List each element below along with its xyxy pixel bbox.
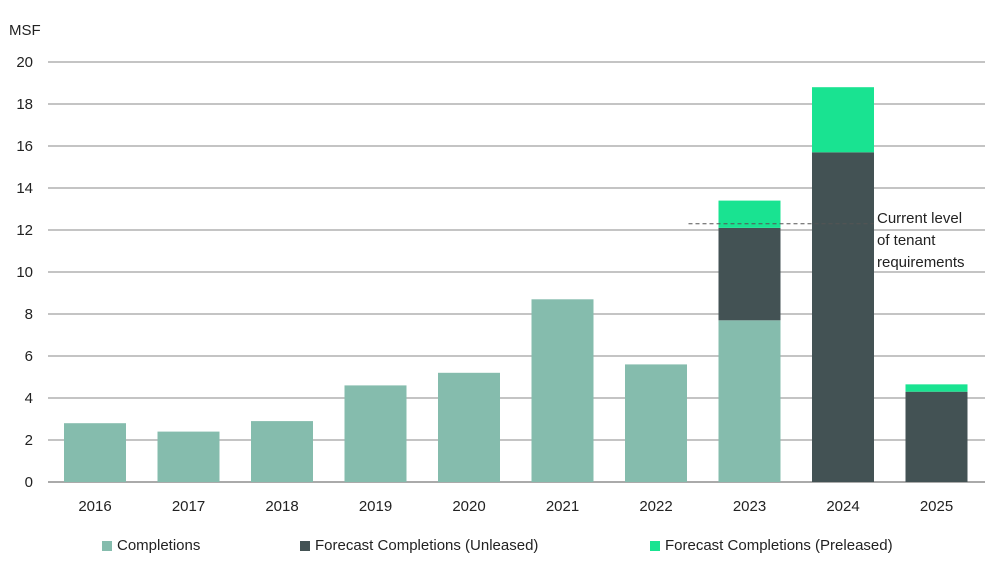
legend: Completions Forecast Completions (Unleas… <box>0 537 1000 557</box>
bar-2018-series-0 <box>251 421 313 482</box>
bar-2017-series-0 <box>157 431 220 482</box>
bar-2024-series-2 <box>812 87 874 153</box>
bar-2021-series-0 <box>531 299 594 482</box>
annotation-line-1: Current level <box>877 210 963 227</box>
y-tick-label-4: 4 <box>25 390 33 407</box>
legend-item-preleased: Forecast Completions (Preleased) <box>650 537 893 554</box>
bar-2023-series-0 <box>718 320 781 482</box>
y-tick-label-8: 8 <box>25 306 33 323</box>
bar-2023-series-1 <box>718 227 781 321</box>
y-tick-label-10: 10 <box>16 264 33 281</box>
x-tick-label-2025: 2025 <box>920 498 953 515</box>
bar-2025-series-2 <box>905 384 968 392</box>
y-tick-label-6: 6 <box>25 348 33 365</box>
bar-2020-series-0 <box>438 372 500 482</box>
y-tick-label-16: 16 <box>16 138 33 155</box>
x-tick-label-2017: 2017 <box>172 498 205 515</box>
legend-label-preleased: Forecast Completions (Preleased) <box>665 537 893 554</box>
legend-label-unleased: Forecast Completions (Unleased) <box>315 537 539 554</box>
bar-2023-series-2 <box>718 200 781 228</box>
legend-item-completions: Completions <box>102 537 200 554</box>
bar-2016-series-0 <box>64 423 126 482</box>
x-tick-label-2018: 2018 <box>265 498 298 515</box>
x-tick-label-2019: 2019 <box>359 498 392 515</box>
bar-2025-series-1 <box>905 391 968 482</box>
annotation-line-2: of tenant <box>877 232 936 249</box>
bars <box>64 87 968 483</box>
bar-2024-series-1 <box>812 152 874 483</box>
x-tick-label-2021: 2021 <box>546 498 579 515</box>
legend-label-completions: Completions <box>117 537 201 554</box>
y-tick-label-12: 12 <box>16 222 33 239</box>
tenant-requirements-annotation: Current level of tenant requirements <box>877 208 995 274</box>
legend-item-unleased: Forecast Completions (Unleased) <box>300 537 538 554</box>
bar-2022-series-0 <box>625 364 687 482</box>
x-tick-label-2016: 2016 <box>78 498 111 515</box>
bar-2019-series-0 <box>344 385 407 482</box>
x-tick-label-2022: 2022 <box>639 498 672 515</box>
y-tick-label-14: 14 <box>16 180 33 197</box>
y-axis-ticks: 0 2 4 6 8 10 12 14 16 18 20 <box>16 54 33 491</box>
y-tick-label-2: 2 <box>25 432 33 449</box>
y-tick-label-0: 0 <box>25 474 33 491</box>
legend-swatch-completions <box>102 540 112 551</box>
x-tick-label-2023: 2023 <box>733 498 766 515</box>
x-axis-ticks: 2016 2017 2018 2019 2020 2021 2022 2023 2024 2025 <box>78 498 953 515</box>
annotation-line-3: requirements <box>877 254 965 271</box>
y-tick-label-18: 18 <box>16 96 33 113</box>
x-tick-label-2020: 2020 <box>452 498 485 515</box>
y-axis-unit-label: MSF <box>9 22 41 39</box>
x-tick-label-2024: 2024 <box>826 498 859 515</box>
legend-swatch-unleased <box>300 540 310 551</box>
y-tick-label-20: 20 <box>16 54 33 71</box>
legend-swatch-preleased <box>650 540 660 551</box>
